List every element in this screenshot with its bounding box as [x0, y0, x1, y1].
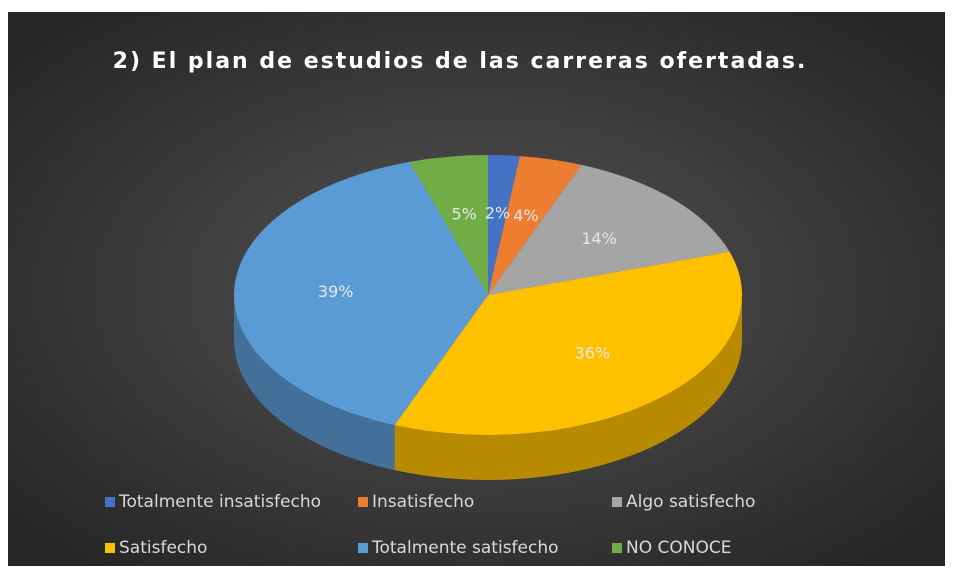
chart-title: 2) El plan de estudios de las carreras o… — [113, 49, 808, 74]
slice — [488, 155, 520, 295]
data-label: 5% — [451, 204, 476, 223]
data-labels: 2% 4% 14% 36% 39% 5% — [318, 203, 617, 362]
data-label: 39% — [318, 282, 354, 301]
slice — [488, 156, 582, 295]
data-label: 36% — [575, 344, 611, 363]
data-label: 2% — [485, 203, 510, 222]
legend-label: Totalmente insatisfecho — [118, 492, 321, 512]
legend: Totalmente insatisfecho Insatisfecho Algo … — [105, 492, 755, 558]
data-label: 14% — [581, 229, 617, 248]
legend-label: Totalmente satisfecho — [371, 538, 559, 558]
legend-label: Insatisfecho — [372, 492, 474, 512]
legend-swatch — [105, 497, 115, 507]
slice — [394, 251, 742, 435]
legend-label: Satisfecho — [119, 538, 207, 558]
legend-swatch — [612, 497, 622, 507]
slice — [233, 161, 488, 426]
slice — [409, 155, 488, 295]
legend-swatch — [612, 543, 622, 553]
pie-tops — [233, 155, 742, 435]
legend-swatch — [358, 497, 368, 507]
legend-label: NO CONOCE — [626, 538, 731, 558]
legend-swatch — [105, 543, 115, 553]
slice — [488, 164, 730, 295]
legend-swatch — [358, 543, 368, 553]
slice-side — [233, 295, 395, 471]
data-label: 4% — [513, 206, 538, 225]
slice-side — [394, 295, 742, 480]
legend-label: Algo satisfecho — [626, 492, 755, 512]
pie-sides — [233, 295, 742, 480]
